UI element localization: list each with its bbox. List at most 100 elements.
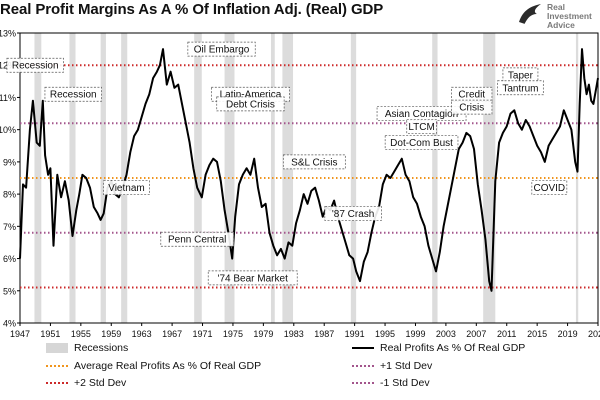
- annotation-label: Latin-America: [220, 90, 282, 101]
- annotation-box: [497, 80, 544, 96]
- x-tick-label: 1975: [223, 329, 243, 339]
- recession-band: [34, 33, 42, 323]
- legend-average-label: Average Real Profits As % Of Real GDP: [74, 360, 262, 372]
- x-tick-label: 2011: [497, 329, 516, 339]
- legend-plus2-swatch: [46, 382, 68, 384]
- annotation-label: Oil Embargo: [194, 45, 250, 56]
- x-tick-label: 2023: [588, 329, 600, 339]
- annotation: Recession: [44, 86, 102, 102]
- annotation-label: COVID: [533, 183, 565, 194]
- x-tick-label: 1999: [405, 329, 425, 339]
- recession-band: [432, 33, 438, 323]
- legend-minus1-swatch: [352, 382, 374, 384]
- y-tick-label: 8%: [3, 190, 16, 200]
- annotation-box: [187, 41, 256, 57]
- annotation-box: [216, 96, 285, 112]
- annotation: '87 Crash: [324, 206, 382, 221]
- annotation: Credit: [451, 86, 493, 102]
- recession-band: [282, 33, 294, 323]
- annotation-label: LTCM: [408, 122, 434, 133]
- x-tick-label: 1979: [253, 329, 273, 339]
- legend-plus1: +1 Std Dev: [352, 360, 432, 372]
- annotation: LTCM: [406, 119, 437, 134]
- recession-band: [194, 33, 202, 323]
- legend-plus2-label: +2 Std Dev: [74, 377, 127, 389]
- annotation-label: Penn Central: [168, 235, 226, 246]
- annotation: Dot-Com Bust: [384, 135, 459, 150]
- x-tick-label: 1987: [314, 329, 334, 339]
- annotation-box: [324, 206, 382, 221]
- brand-line-3: Advice: [547, 20, 575, 30]
- legend-plus2: +2 Std Dev: [46, 377, 126, 389]
- y-tick-label: 6%: [3, 254, 16, 264]
- legend-plus1-label: +1 Std Dev: [380, 360, 433, 372]
- annotation-box: [451, 99, 493, 115]
- legend-recessions-swatch: [46, 343, 68, 353]
- legend-minus1: -1 Std Dev: [352, 377, 430, 389]
- x-tick-label: 1983: [284, 329, 304, 339]
- annotation-box: [6, 57, 64, 73]
- annotation-box: [160, 231, 234, 247]
- annotation: Debt Crisis: [216, 96, 285, 112]
- brand-logo: Real Investment Advice: [517, 0, 600, 34]
- legend-average: Average Real Profits As % Of Real GDP: [46, 360, 261, 372]
- x-tick-label: 1967: [162, 329, 182, 339]
- x-tick-label: 2003: [436, 329, 456, 339]
- x-tick-label: 1959: [101, 329, 121, 339]
- y-tick-label: 13%: [0, 29, 16, 39]
- annotation: S&L Crisis: [282, 154, 346, 170]
- annotation-label: Dot-Com Bust: [390, 138, 453, 149]
- y-tick-label: 11%: [0, 93, 16, 103]
- annotation-box: [531, 180, 568, 196]
- annotation: Recession: [6, 57, 64, 73]
- annotation: Tantrum: [497, 80, 544, 96]
- annotation-label: Recession: [50, 90, 97, 101]
- annotation-label: Vietnam: [108, 183, 145, 194]
- x-tick-label: 1963: [132, 329, 152, 339]
- eagle-logo-icon: [519, 4, 541, 25]
- annotation: Oil Embargo: [187, 41, 256, 57]
- y-tick-label: 4%: [3, 319, 16, 329]
- annotation-box: [282, 154, 346, 170]
- annotation: Crisis: [451, 99, 493, 115]
- annotation-box: [103, 180, 150, 196]
- annotation-box: [384, 135, 459, 150]
- x-tick-label: 1951: [40, 329, 60, 339]
- chart-legend: Recessions Real Profits As % Of Real GDP…: [0, 340, 600, 400]
- y-tick-label: 7%: [3, 222, 16, 232]
- x-tick-label: 1955: [71, 329, 91, 339]
- legend-plus1-swatch: [352, 365, 374, 367]
- annotation-label: Tantrum: [502, 83, 538, 94]
- annotation-label: '74 Bear Market: [218, 273, 288, 284]
- annotation-label: Recession: [12, 61, 59, 72]
- annotation: COVID: [531, 180, 568, 196]
- x-tick-label: 2019: [558, 329, 578, 339]
- recession-band: [224, 33, 235, 323]
- annotation-box: [44, 86, 102, 102]
- y-tick-label: 10%: [0, 125, 16, 135]
- annotation-label: S&L Crisis: [291, 157, 337, 168]
- chart-title: Real Profit Margins As A % Of Inflation …: [0, 1, 384, 18]
- annotation-box: [406, 119, 437, 134]
- x-tick-label: 1947: [10, 329, 30, 339]
- legend-minus1-label: -1 Std Dev: [380, 377, 430, 389]
- annotation: '74 Bear Market: [207, 270, 298, 286]
- annotation: Vietnam: [103, 180, 150, 196]
- annotation-label: '87 Crash: [332, 209, 375, 220]
- legend-recessions: Recessions: [46, 342, 128, 354]
- annotation-label: Crisis: [459, 103, 484, 114]
- annotation-box: [207, 270, 298, 286]
- x-tick-label: 2007: [466, 329, 486, 339]
- brand-line-1: Real: [547, 2, 565, 12]
- annotation: Taper: [502, 67, 539, 83]
- legend-average-swatch: [46, 365, 68, 367]
- annotation-label: Taper: [508, 70, 534, 81]
- annotation-label: Asian Contagion: [385, 109, 458, 120]
- legend-series-label: Real Profits As % Of Real GDP: [380, 342, 526, 354]
- x-tick-label: 1971: [193, 329, 213, 339]
- annotation-label: Credit: [458, 90, 485, 101]
- legend-series: Real Profits As % Of Real GDP: [352, 342, 525, 354]
- y-tick-label: 9%: [3, 157, 16, 167]
- brand-line-2: Investment: [547, 11, 592, 21]
